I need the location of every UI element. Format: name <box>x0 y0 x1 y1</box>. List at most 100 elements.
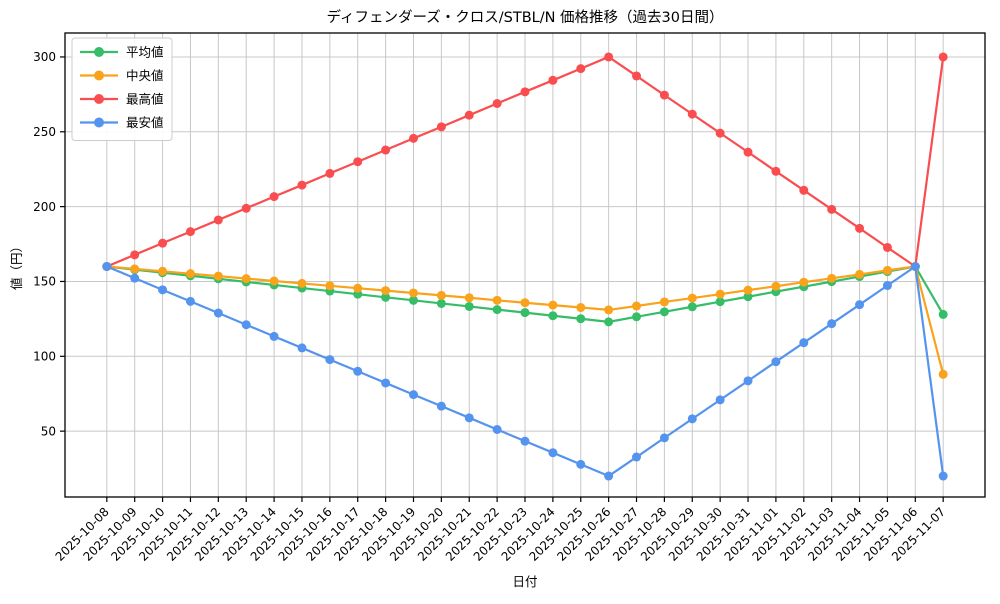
series-min-point <box>269 331 279 341</box>
legend-item-median: 中央値 <box>80 68 164 83</box>
series-max-point <box>938 52 948 62</box>
series-max-point <box>185 227 195 237</box>
legend-label: 中央値 <box>126 68 164 83</box>
series-min-point <box>659 433 669 443</box>
series-median-point <box>855 269 865 279</box>
series-min-point <box>102 261 112 271</box>
series-min-point <box>827 319 837 329</box>
series-min-point <box>130 273 140 283</box>
series-mean-point <box>632 312 642 322</box>
series-mean-point <box>604 317 614 327</box>
x-axis-label: 日付 <box>512 574 537 589</box>
series-median-point <box>130 264 140 274</box>
series-mean-point <box>938 309 948 319</box>
series-min-point <box>632 452 642 462</box>
chart-title: ディフェンダーズ・クロス/STBL/N 価格推移（過去30日間） <box>326 8 723 26</box>
series-max-point <box>687 109 697 119</box>
series-min-point <box>158 285 168 295</box>
series-group <box>102 52 948 481</box>
series-median-point <box>325 281 335 291</box>
series-min-point <box>408 390 418 400</box>
series-min-point <box>715 395 725 405</box>
series-max-point <box>325 168 335 178</box>
legend-mean-marker-icon <box>94 47 104 57</box>
series-max-point <box>436 122 446 132</box>
series-max-point <box>464 110 474 120</box>
y-axis-label: 値（円） <box>9 240 24 290</box>
series-max-point <box>213 215 223 225</box>
series-median-point <box>576 303 586 313</box>
legend-item-mean: 平均値 <box>80 44 164 59</box>
series-median-point <box>938 369 948 379</box>
series-min-point <box>325 355 335 365</box>
series-min-point <box>381 378 391 388</box>
series-mean-point <box>576 314 586 324</box>
series-max-point <box>855 223 865 233</box>
series-max-point <box>381 145 391 155</box>
series-max-point <box>604 52 614 62</box>
series-max-point <box>576 64 586 74</box>
series-mean-point <box>464 301 474 311</box>
y-tick-label: 100 <box>33 350 56 364</box>
series-max-point <box>520 87 530 97</box>
series-mean-point <box>743 292 753 302</box>
series-max-point <box>241 203 251 213</box>
series-median-point <box>492 295 502 305</box>
series-median-point <box>381 286 391 296</box>
series-min-point <box>882 281 892 291</box>
series-median-point <box>882 265 892 275</box>
series-median-point <box>464 293 474 303</box>
series-mean-point <box>687 302 697 312</box>
series-median-point <box>632 301 642 311</box>
series-min-point <box>604 471 614 481</box>
series-median-point <box>241 274 251 284</box>
series-median-point <box>659 297 669 307</box>
series-max-point <box>715 128 725 138</box>
series-median-point <box>436 290 446 300</box>
series-median-point <box>213 271 223 281</box>
series-max-point <box>408 133 418 143</box>
series-min-point <box>938 471 948 481</box>
legend-label: 平均値 <box>126 44 164 59</box>
series-max-point <box>632 71 642 81</box>
legend-max-marker-icon <box>94 94 104 104</box>
series-median-point <box>687 293 697 303</box>
y-tick-label: 50 <box>41 424 56 438</box>
series-median-point <box>158 266 168 276</box>
series-median-point <box>297 278 307 288</box>
series-median-point <box>827 273 837 283</box>
series-min-point <box>520 436 530 446</box>
series-min-point <box>353 366 363 376</box>
series-median-point <box>353 283 363 293</box>
legend-median-marker-icon <box>94 70 104 81</box>
series-median-point <box>799 277 809 287</box>
y-tick-label: 150 <box>33 275 56 289</box>
series-mean-point <box>715 297 725 307</box>
series-median-point <box>408 288 418 298</box>
series-min-point <box>771 357 781 367</box>
series-min-point <box>910 261 920 271</box>
series-min-point <box>185 296 195 306</box>
series-min-point <box>687 414 697 424</box>
legend-item-min: 最安値 <box>80 115 164 130</box>
series-median-point <box>715 289 725 299</box>
series-min-point <box>576 459 586 469</box>
series-max-point <box>297 180 307 190</box>
series-median-point <box>743 285 753 295</box>
series-median-point <box>185 269 195 279</box>
series-min-point <box>241 320 251 330</box>
series-max-point <box>158 238 168 248</box>
series-min-point <box>492 424 502 434</box>
series-max-point <box>743 147 753 157</box>
series-max-point <box>827 204 837 214</box>
series-min <box>102 261 948 481</box>
series-max-point <box>659 90 669 100</box>
legend-item-max: 最高値 <box>80 91 164 106</box>
series-mean-point <box>659 307 669 317</box>
series-max-point <box>130 250 140 260</box>
y-tick-label: 300 <box>33 50 56 64</box>
series-min-point <box>799 338 809 348</box>
series-min-point <box>297 343 307 353</box>
